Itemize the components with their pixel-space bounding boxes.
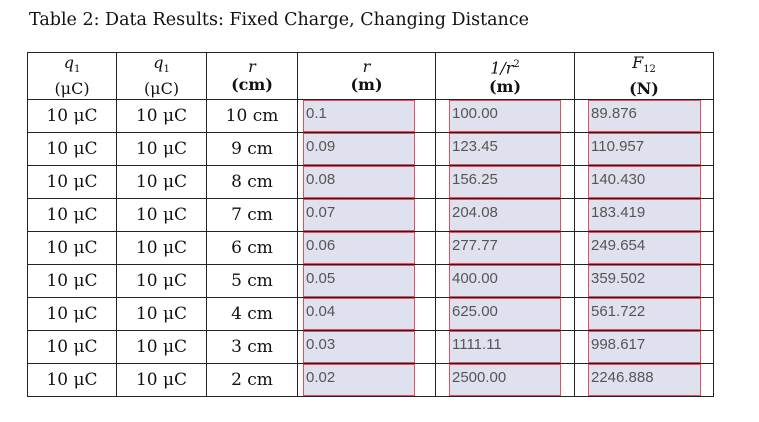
r-m-input[interactable]: 0.02	[303, 364, 415, 396]
r-cm-cell: 10 cm	[206, 99, 298, 133]
f12-input[interactable]: 561.722	[588, 298, 701, 330]
inv-r2-cell: 123.45	[435, 132, 575, 166]
inv-r2-cell: 100.00	[435, 99, 575, 133]
r-m-input[interactable]: 0.03	[303, 331, 415, 363]
q2-cell: 10 μC	[116, 363, 207, 397]
table-row: 10 μC 10 μC 3 cm 0.03 1111.11 998.617	[27, 330, 714, 364]
f12-cell: 183.419	[574, 198, 714, 232]
data-results-table: q1 (μC) q1 (μC) r (cm) r (m) 1/r2 (m) F1…	[27, 52, 714, 397]
q2-cell: 10 μC	[116, 165, 207, 199]
r-m-input[interactable]: 0.05	[303, 265, 415, 297]
header-q2: q1 (μC)	[116, 52, 207, 100]
f12-cell: 89.876	[574, 99, 714, 133]
r-m-input[interactable]: 0.07	[303, 199, 415, 231]
r-m-cell: 0.05	[297, 264, 436, 298]
inv-r2-input[interactable]: 100.00	[449, 100, 561, 132]
f12-input[interactable]: 998.617	[588, 331, 701, 363]
f12-cell: 998.617	[574, 330, 714, 364]
table-row: 10 μC 10 μC 10 cm 0.1 100.00 89.876	[27, 99, 714, 133]
f12-input[interactable]: 183.419	[588, 199, 701, 231]
inv-r2-input[interactable]: 156.25	[449, 166, 561, 198]
f12-input[interactable]: 2246.888	[588, 364, 701, 396]
header-r-cm: r (cm)	[206, 52, 298, 100]
r-m-cell: 0.02	[297, 363, 436, 397]
q1-cell: 10 μC	[27, 99, 117, 133]
r-m-cell: 0.04	[297, 297, 436, 331]
f12-input[interactable]: 140.430	[588, 166, 701, 198]
r-m-input[interactable]: 0.06	[303, 232, 415, 264]
table-row: 10 μC 10 μC 4 cm 0.04 625.00 561.722	[27, 297, 714, 331]
header-row: q1 (μC) q1 (μC) r (cm) r (m) 1/r2 (m) F1…	[27, 52, 714, 100]
q2-cell: 10 μC	[116, 231, 207, 265]
q1-cell: 10 μC	[27, 165, 117, 199]
r-cm-cell: 5 cm	[206, 264, 298, 298]
q1-cell: 10 μC	[27, 297, 117, 331]
q1-cell: 10 μC	[27, 198, 117, 232]
r-cm-cell: 8 cm	[206, 165, 298, 199]
r-cm-cell: 6 cm	[206, 231, 298, 265]
inv-r2-cell: 156.25	[435, 165, 575, 199]
r-m-input[interactable]: 0.09	[303, 133, 415, 165]
f12-input[interactable]: 110.957	[588, 133, 701, 165]
q1-cell: 10 μC	[27, 264, 117, 298]
q1-cell: 10 μC	[27, 330, 117, 364]
inv-r2-input[interactable]: 204.08	[449, 199, 561, 231]
f12-cell: 249.654	[574, 231, 714, 265]
f12-cell: 140.430	[574, 165, 714, 199]
r-m-cell: 0.09	[297, 132, 436, 166]
r-m-cell: 0.07	[297, 198, 436, 232]
inv-r2-input[interactable]: 625.00	[449, 298, 561, 330]
inv-r2-input[interactable]: 123.45	[449, 133, 561, 165]
inv-r2-cell: 625.00	[435, 297, 575, 331]
header-r-m: r (m)	[297, 52, 436, 100]
inv-r2-input[interactable]: 2500.00	[449, 364, 561, 396]
r-cm-cell: 9 cm	[206, 132, 298, 166]
q2-cell: 10 μC	[116, 297, 207, 331]
inv-r2-input[interactable]: 1111.11	[449, 331, 561, 363]
q2-cell: 10 μC	[116, 132, 207, 166]
r-cm-cell: 4 cm	[206, 297, 298, 331]
r-m-input[interactable]: 0.1	[303, 100, 415, 132]
inv-r2-input[interactable]: 277.77	[449, 232, 561, 264]
table-row: 10 μC 10 μC 7 cm 0.07 204.08 183.419	[27, 198, 714, 232]
q2-cell: 10 μC	[116, 198, 207, 232]
f12-cell: 359.502	[574, 264, 714, 298]
q1-cell: 10 μC	[27, 363, 117, 397]
header-q1: q1 (μC)	[27, 52, 117, 100]
table-row: 10 μC 10 μC 6 cm 0.06 277.77 249.654	[27, 231, 714, 265]
table-row: 10 μC 10 μC 2 cm 0.02 2500.00 2246.888	[27, 363, 714, 397]
inv-r2-cell: 277.77	[435, 231, 575, 265]
r-cm-cell: 3 cm	[206, 330, 298, 364]
f12-input[interactable]: 359.502	[588, 265, 701, 297]
f12-cell: 110.957	[574, 132, 714, 166]
inv-r2-cell: 204.08	[435, 198, 575, 232]
r-m-cell: 0.06	[297, 231, 436, 265]
r-m-cell: 0.03	[297, 330, 436, 364]
q1-cell: 10 μC	[27, 231, 117, 265]
f12-cell: 2246.888	[574, 363, 714, 397]
inv-r2-cell: 1111.11	[435, 330, 575, 364]
table-row: 10 μC 10 μC 8 cm 0.08 156.25 140.430	[27, 165, 714, 199]
r-m-input[interactable]: 0.04	[303, 298, 415, 330]
table-row: 10 μC 10 μC 5 cm 0.05 400.00 359.502	[27, 264, 714, 298]
q2-cell: 10 μC	[116, 264, 207, 298]
q1-cell: 10 μC	[27, 132, 117, 166]
table-caption: Table 2: Data Results: Fixed Charge, Cha…	[29, 10, 529, 30]
table-row: 10 μC 10 μC 9 cm 0.09 123.45 110.957	[27, 132, 714, 166]
inv-r2-cell: 400.00	[435, 264, 575, 298]
inv-r2-input[interactable]: 400.00	[449, 265, 561, 297]
r-cm-cell: 7 cm	[206, 198, 298, 232]
q2-cell: 10 μC	[116, 99, 207, 133]
f12-cell: 561.722	[574, 297, 714, 331]
header-inv-r2: 1/r2 (m)	[435, 52, 575, 100]
q2-cell: 10 μC	[116, 330, 207, 364]
f12-input[interactable]: 249.654	[588, 232, 701, 264]
inv-r2-cell: 2500.00	[435, 363, 575, 397]
r-m-input[interactable]: 0.08	[303, 166, 415, 198]
header-f12: F12 (N)	[574, 52, 714, 100]
r-cm-cell: 2 cm	[206, 363, 298, 397]
r-m-cell: 0.1	[297, 99, 436, 133]
f12-input[interactable]: 89.876	[588, 100, 701, 132]
r-m-cell: 0.08	[297, 165, 436, 199]
